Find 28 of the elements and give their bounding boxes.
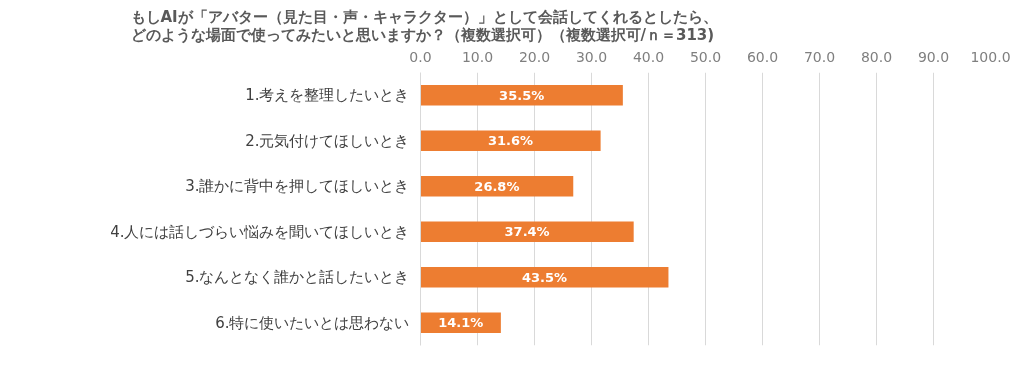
x-tick-label: 70.0	[803, 48, 836, 65]
x-tick-label: 60.0	[746, 48, 779, 65]
data-label: 14.1%	[438, 315, 484, 331]
x-tick-label: 90.0	[917, 48, 950, 65]
x-tick-label: 0.0	[409, 48, 432, 65]
y-tick-label: 4.人には話しづらい悩みを聞いてほしいとき	[110, 222, 410, 241]
data-label: 43.5%	[521, 269, 568, 285]
bar	[420, 221, 634, 242]
bar	[420, 130, 601, 151]
y-tick-label: 3.誰かに背中を押してほしいとき	[185, 177, 410, 196]
x-tick-label: 100.0	[970, 48, 1011, 65]
y-tick-label: 2.元気付けてほしいとき	[245, 131, 410, 150]
x-tick-label: 30.0	[575, 48, 608, 65]
data-label: 35.5%	[499, 87, 545, 103]
data-label: 37.4%	[504, 224, 550, 240]
y-tick-label: 5.なんとなく誰かと話したいとき	[185, 268, 410, 287]
bar	[420, 267, 669, 288]
y-tick-label: 1.考えを整理したいとき	[245, 86, 410, 105]
x-tick-label: 10.0	[461, 48, 494, 65]
x-tick-label: 40.0	[632, 48, 665, 65]
x-tick-label: 80.0	[860, 48, 893, 65]
x-tick-label: 50.0	[689, 48, 722, 65]
bar	[420, 85, 623, 106]
data-label: 31.6%	[488, 133, 534, 149]
y-tick-label: 6.特に使いたいとは思わない	[215, 313, 410, 332]
x-tick-label: 20.0	[518, 48, 551, 65]
chart-title: もしAIが「アバター（見た目・声・キャラクター）」として会話してくれるとしたら、どのような場面で使ってみたいと思いますか？（複数選択可）（複数選択可/ｎ＝313)	[130, 7, 718, 44]
data-label: 26.8%	[474, 178, 520, 194]
